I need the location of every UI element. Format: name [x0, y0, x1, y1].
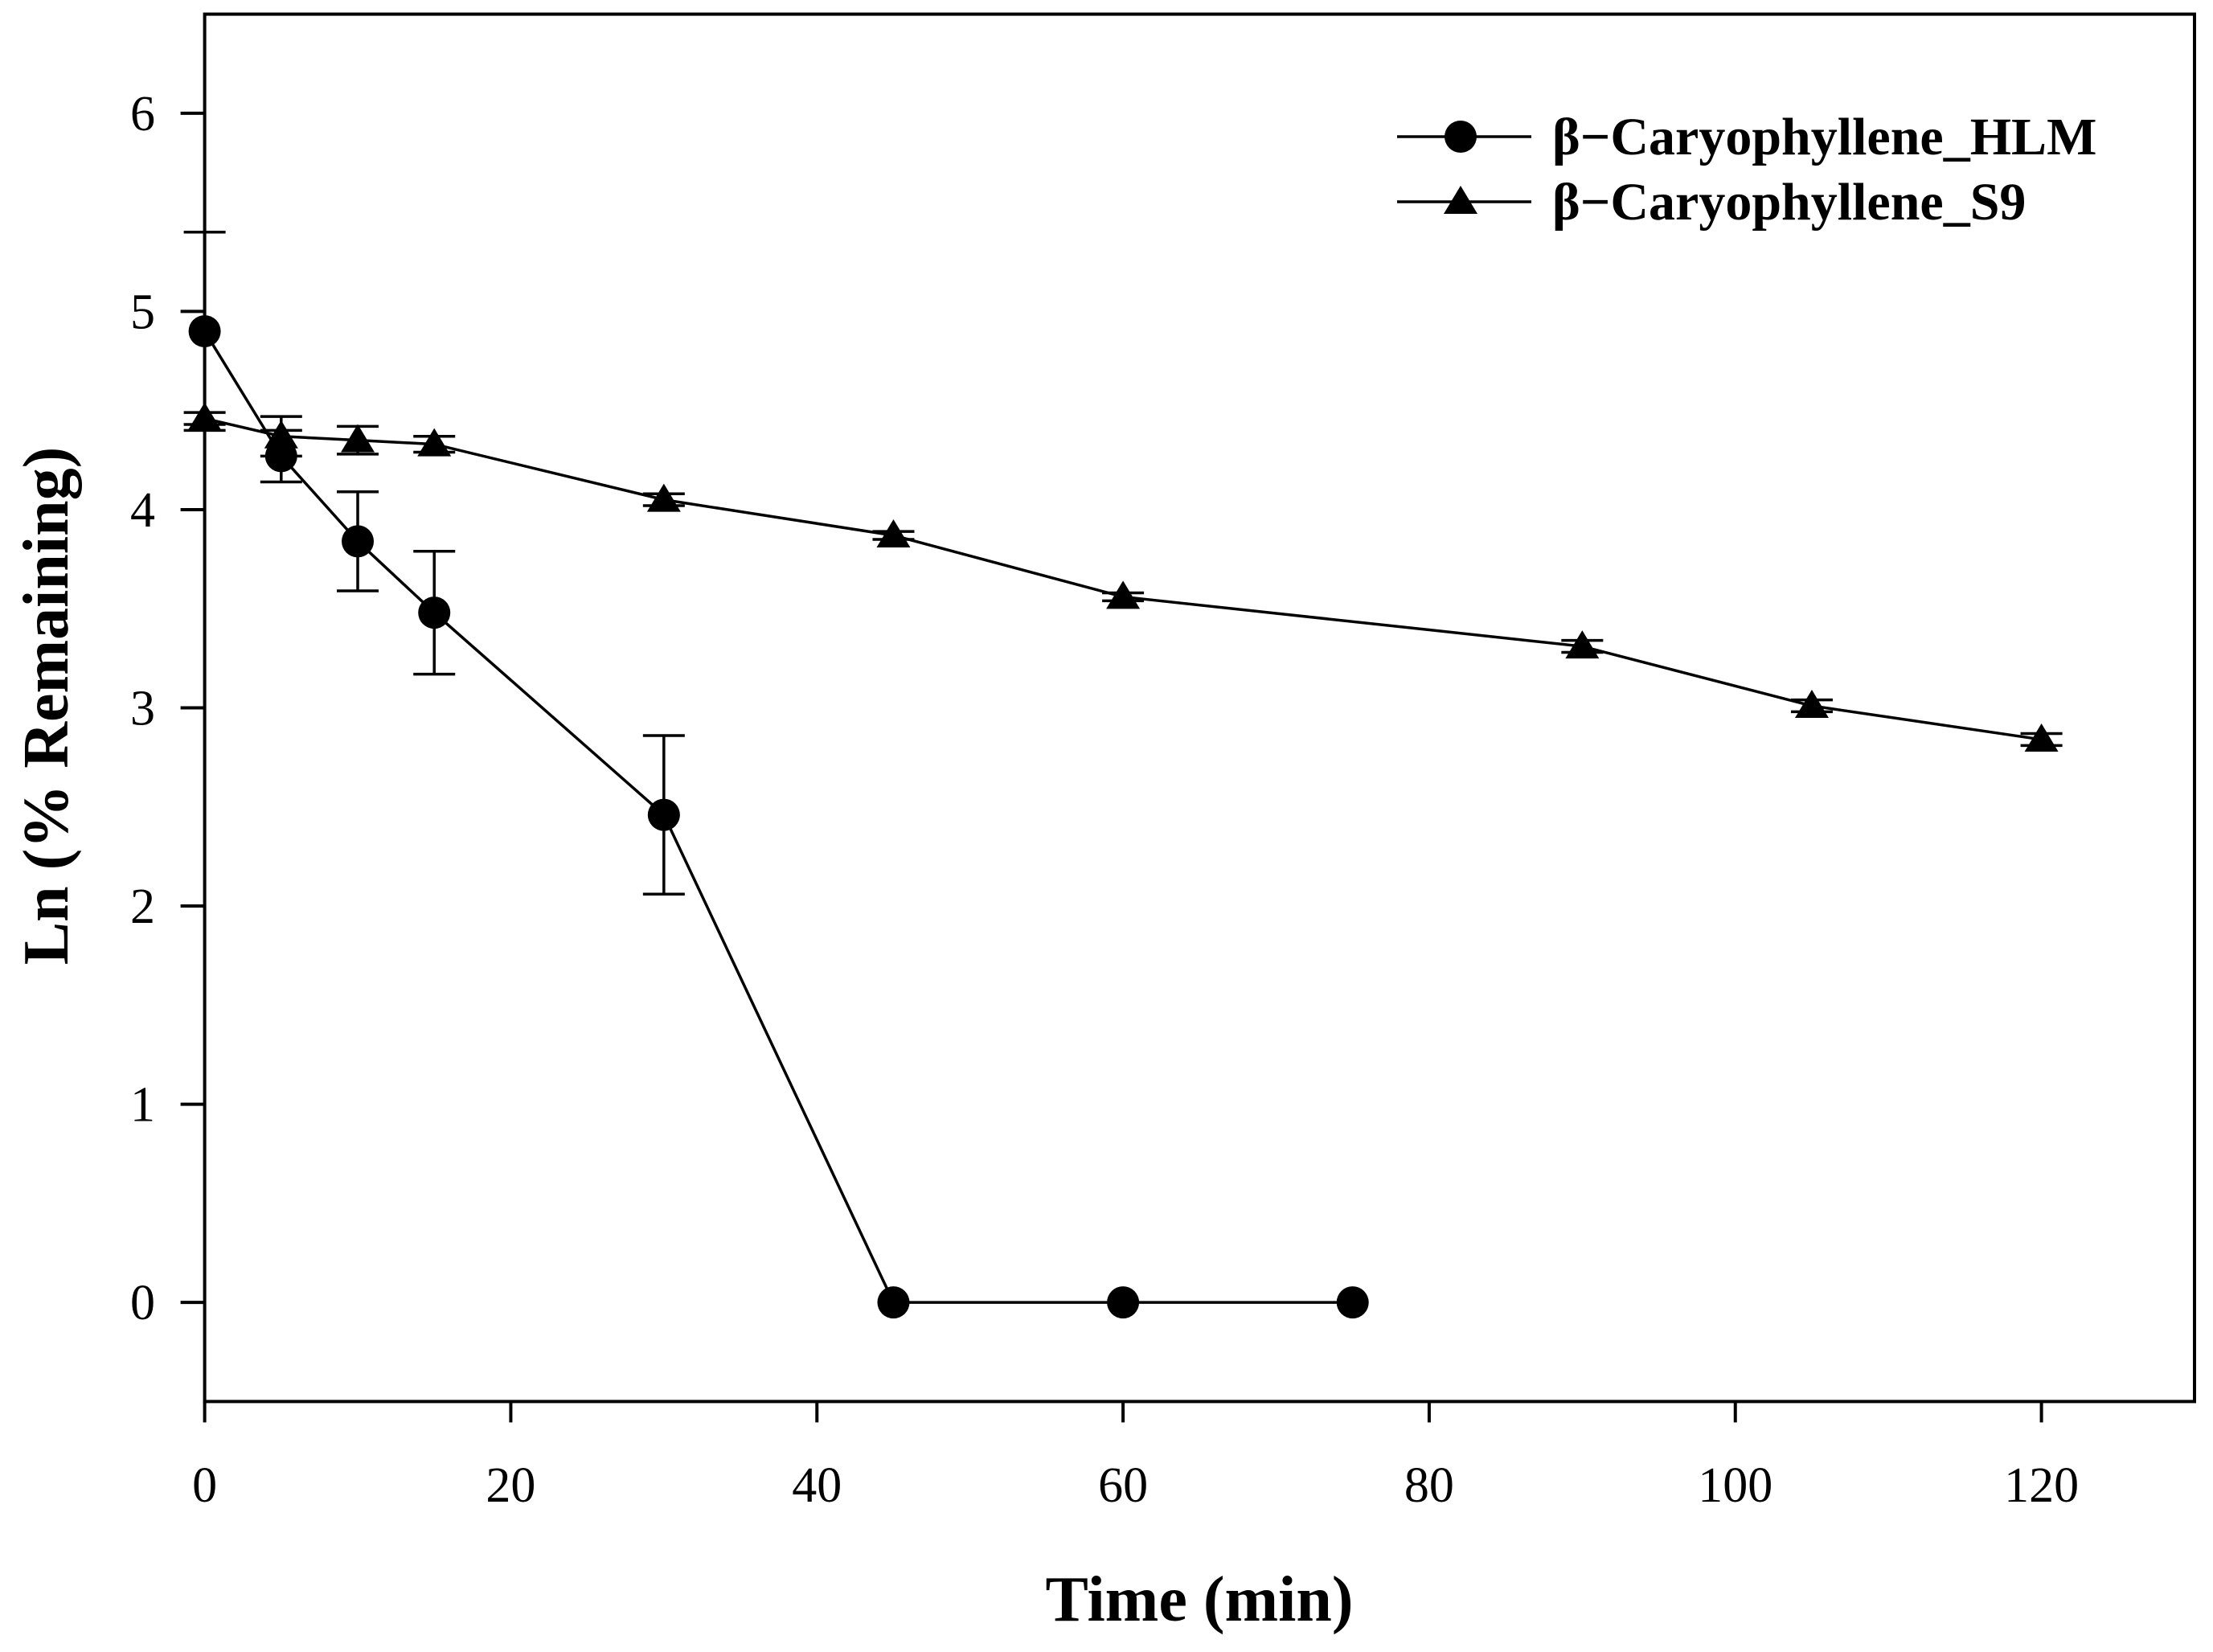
y-tick-label-3: 3 [130, 682, 155, 736]
plot-series [183, 231, 2063, 1319]
y-tick-label-5: 5 [130, 285, 155, 339]
data-point-s9-45 [876, 519, 911, 548]
series-s9 [183, 402, 2063, 752]
series-line-hlm [203, 330, 1353, 1304]
legend-marker-hlm-icon [1445, 121, 1477, 153]
x-tick-label-100: 100 [1698, 1458, 1772, 1513]
data-point-s9-120 [2024, 723, 2059, 752]
data-point-s9-5 [264, 420, 298, 449]
plot-frame [203, 12, 2196, 1404]
y-tick-label-6: 6 [130, 87, 155, 141]
data-point-s9-30 [646, 483, 681, 512]
legend-label-hlm: β−Caryophyllene_HLM [1552, 108, 2096, 166]
legend-marker-s9-icon [1444, 186, 1477, 214]
x-tick-label-20: 20 [486, 1458, 535, 1513]
data-point-hlm-60 [1107, 1286, 1140, 1319]
legend-entry-hlm: β−Caryophyllene_HLM [1397, 108, 2096, 166]
x-tick-label-40: 40 [792, 1458, 842, 1513]
x-axis-title: Time (min) [1046, 1564, 1354, 1635]
data-point-s9-15 [417, 428, 452, 457]
data-point-hlm-75 [1336, 1286, 1369, 1319]
series-line-s9 [204, 416, 2042, 741]
axis-ticks: 0 20 40 60 80 100 120 0 1 2 3 4 5 6 [130, 87, 2079, 1513]
x-tick-label-80: 80 [1404, 1458, 1454, 1513]
data-point-s9-90 [1565, 630, 1600, 659]
data-point-hlm-15 [418, 596, 451, 629]
y-axis-title: Ln (% Remaining) [11, 447, 82, 965]
data-point-s9-10 [341, 424, 375, 453]
x-tick-label-120: 120 [2004, 1458, 2079, 1513]
data-point-hlm-10 [342, 525, 375, 558]
y-tick-label-0: 0 [130, 1276, 155, 1330]
legend-entry-s9: β−Caryophyllene_S9 [1397, 173, 2026, 232]
x-tick-label-60: 60 [1098, 1458, 1148, 1513]
x-tick-label-0: 0 [192, 1458, 217, 1513]
data-point-s9-60 [1106, 580, 1141, 609]
y-tick-label-1: 1 [130, 1078, 155, 1133]
data-point-s9-105 [1794, 690, 1829, 719]
legend-label-s9: β−Caryophyllene_S9 [1552, 173, 2026, 232]
y-tick-label-4: 4 [130, 483, 155, 538]
data-point-hlm-30 [647, 798, 680, 831]
data-point-hlm-45 [877, 1286, 910, 1319]
legend: β−Caryophyllene_HLM β−Caryophyllene_S9 [1397, 108, 2096, 232]
y-tick-label-2: 2 [130, 879, 155, 934]
